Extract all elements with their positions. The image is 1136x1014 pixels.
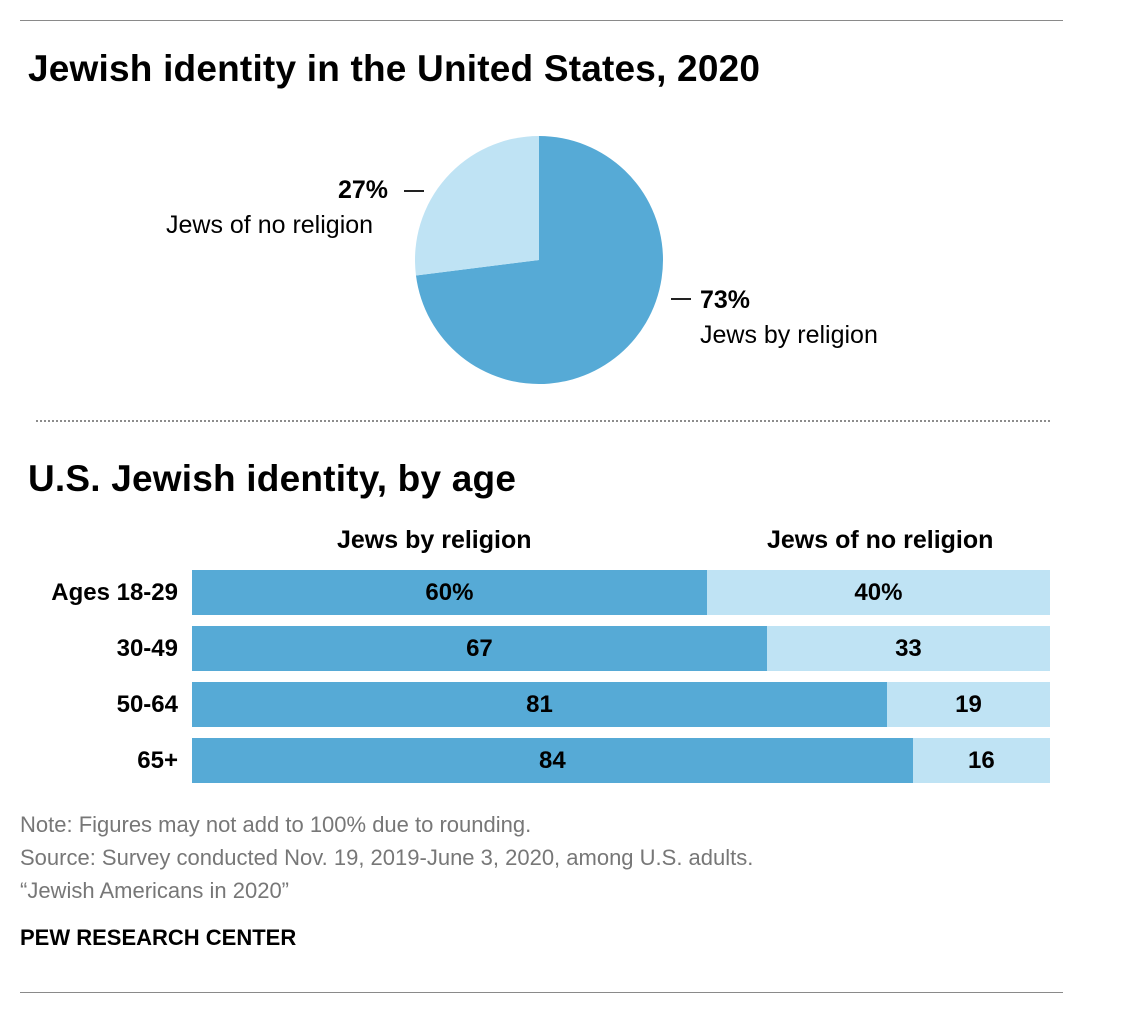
- top-rule: [20, 20, 1063, 21]
- bar-row: 30-49 67 33: [0, 626, 1136, 671]
- bar-segment-jews-by-religion: [192, 570, 707, 615]
- bar-segment-jews-of-no-religion: [766, 626, 1050, 671]
- source-text: Source: Survey conducted Nov. 19, 2019-J…: [20, 845, 754, 870]
- report-title: “Jewish Americans in 2020”: [20, 878, 290, 903]
- pie-label-religion-value: 73%: [700, 286, 751, 314]
- bar-segment-jews-by-religion: [192, 682, 887, 727]
- data-label-jews-by-religion: 67: [466, 635, 493, 662]
- bar-segment-jews-of-no-religion: [912, 738, 1050, 783]
- bar-row: 50-64 81 19: [0, 682, 1136, 727]
- bottom-rule: [20, 992, 1063, 993]
- category-label: 65+: [137, 747, 178, 774]
- data-label-jews-by-religion: 84: [539, 747, 566, 774]
- pie-leader-religion: [671, 298, 691, 300]
- note-text: Note: Figures may not add to 100% due to…: [20, 812, 532, 837]
- pie-leader-no-religion: [404, 190, 424, 192]
- pie-slice-jews-of-no-religion: [415, 136, 539, 276]
- bar-row: 65+ 84 16: [0, 738, 1136, 783]
- pie-label-no-religion: Jews of no religion: [166, 211, 374, 239]
- bar-chart-title: U.S. Jewish identity, by age: [28, 458, 517, 499]
- data-label-jews-of-no-religion: 19: [955, 691, 982, 718]
- category-label: 30-49: [116, 635, 178, 662]
- category-label: Ages 18-29: [51, 579, 178, 606]
- data-label-jews-of-no-religion: 40%: [854, 579, 903, 606]
- category-label: 50-64: [116, 691, 178, 718]
- bar-segment-jews-by-religion: [192, 738, 913, 783]
- bar-row: Ages 18-29 60% 40%: [0, 570, 1136, 615]
- pie-chart: [415, 136, 663, 384]
- org-logo-text: PEW RESEARCH CENTER: [20, 925, 297, 950]
- legend-jews-of-no-religion: Jews of no religion: [767, 526, 994, 554]
- section-divider: [36, 420, 1050, 422]
- pie-label-no-religion-value: 27%: [338, 176, 389, 204]
- data-label-jews-of-no-religion: 33: [895, 635, 922, 662]
- legend-jews-by-religion: Jews by religion: [337, 526, 532, 554]
- bar-segment-jews-of-no-religion: [706, 570, 1050, 615]
- pie-slice-jews-by-religion: [415, 136, 663, 384]
- data-label-jews-by-religion: 81: [526, 691, 553, 718]
- data-label-jews-by-religion: 60%: [425, 579, 474, 606]
- data-label-jews-of-no-religion: 16: [968, 747, 995, 774]
- bar-segment-jews-of-no-religion: [886, 682, 1050, 727]
- pie-chart-title: Jewish identity in the United States, 20…: [28, 48, 761, 89]
- pie-label-religion: Jews by religion: [700, 321, 878, 349]
- bar-segment-jews-by-religion: [192, 626, 767, 671]
